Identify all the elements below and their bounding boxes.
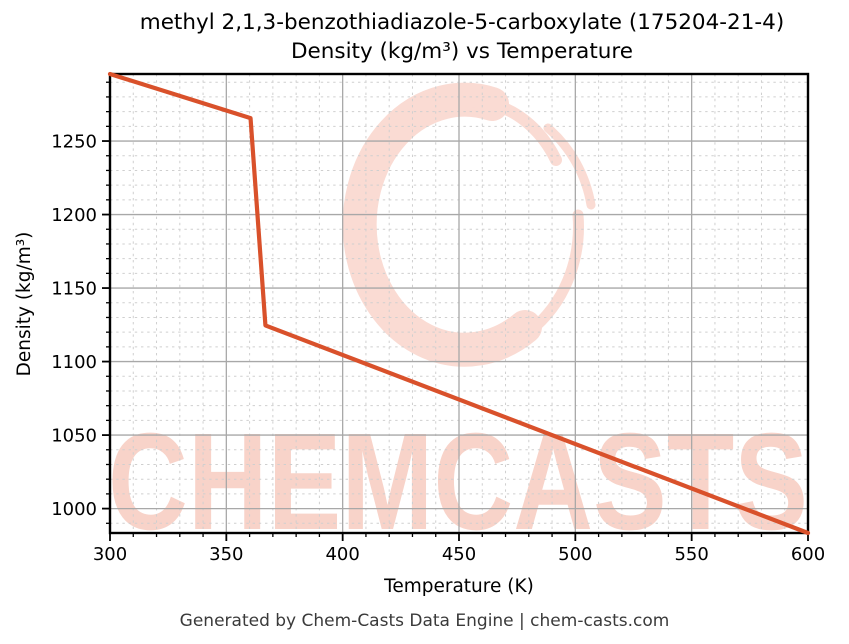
y-tick-label: 1250 — [51, 132, 97, 153]
logo-bottom-right-tail — [524, 209, 584, 337]
x-axis-label: Temperature (K) — [384, 576, 534, 597]
y-tick-label: 1200 — [51, 205, 97, 226]
logo-inner-arc — [406, 95, 562, 166]
x-tick-label: 500 — [558, 544, 592, 565]
x-tick-label: 600 — [791, 544, 825, 565]
chart-title-line2: Density (kg/m³) vs Temperature — [290, 38, 634, 64]
footer-credit: Generated by Chem-Casts Data Engine | ch… — [179, 611, 670, 631]
chemcasts-logo-icon — [342, 82, 596, 367]
chart-title: methyl 2,1,3-benzothiadiazole-5-carboxyl… — [62, 9, 849, 66]
y-tick-label: 1150 — [51, 279, 97, 300]
x-tick-label: 350 — [209, 544, 243, 565]
x-tick-label: 300 — [93, 544, 127, 565]
y-tick-label: 1100 — [51, 352, 97, 373]
density-line — [107, 71, 811, 536]
x-tick-label: 400 — [325, 544, 359, 565]
logo-main-swirl — [342, 82, 542, 367]
y-tick-label: 1000 — [51, 499, 97, 520]
x-tick-label: 550 — [674, 544, 708, 565]
tick-labels: 300 350 400 450 500 550 600 1000 1050 1100 1150 120… — [51, 132, 825, 565]
watermark: CHEMCASTS — [108, 82, 808, 559]
x-tick-label: 450 — [442, 544, 476, 565]
plot-border — [108, 72, 810, 535]
watermark-text: CHEMCASTS — [108, 405, 808, 559]
y-tick-label: 1050 — [51, 426, 97, 447]
chart-title-line1: methyl 2,1,3-benzothiadiazole-5-carboxyl… — [139, 10, 785, 35]
logo-top-right-tip — [543, 123, 596, 210]
